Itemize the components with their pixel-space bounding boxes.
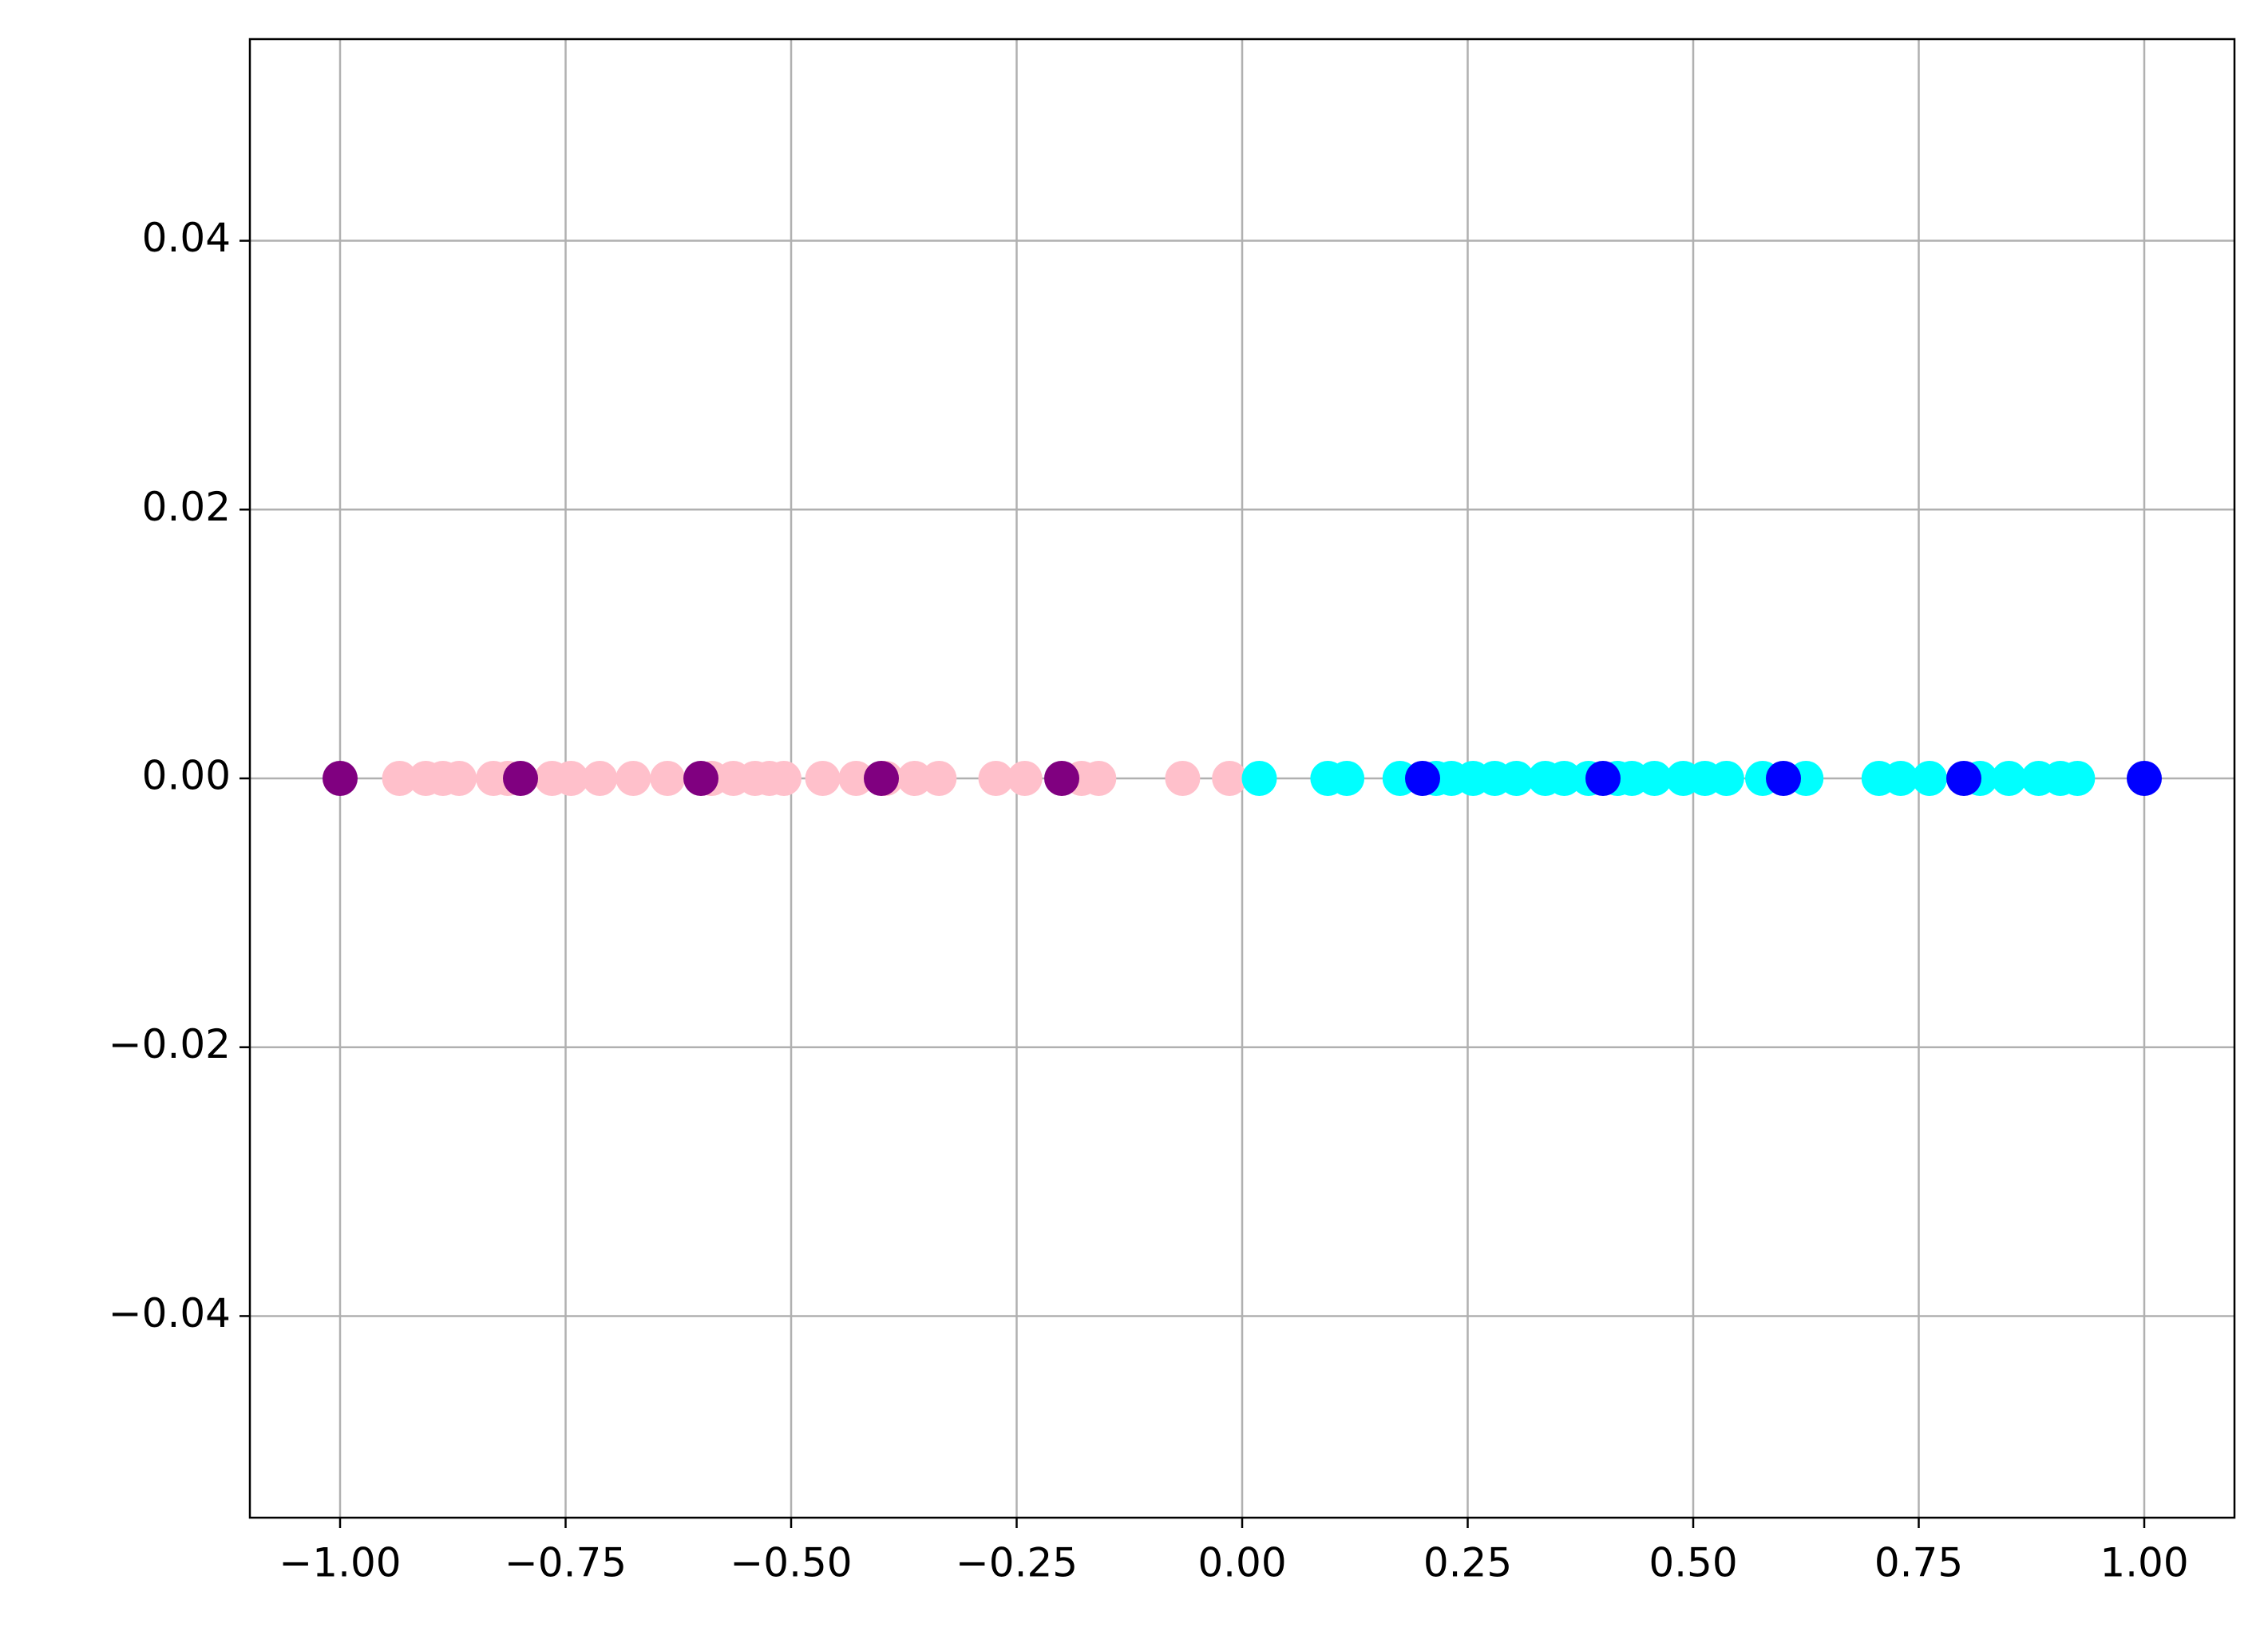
plot-frame — [248, 38, 2236, 1519]
point — [921, 761, 957, 796]
point — [441, 761, 477, 796]
point — [1165, 761, 1201, 796]
point — [1708, 761, 1744, 796]
point — [1585, 761, 1621, 796]
point — [1241, 761, 1277, 796]
point — [2060, 761, 2096, 796]
point — [683, 761, 718, 796]
x-tick-label: −0.25 — [956, 1540, 1078, 1586]
point — [582, 761, 618, 796]
point — [1405, 761, 1440, 796]
x-tick-label: 0.75 — [1874, 1540, 1963, 1586]
point — [864, 761, 899, 796]
point — [978, 761, 1014, 796]
y-tick-label: 0.00 — [142, 753, 231, 799]
x-tick-label: −1.00 — [279, 1540, 401, 1586]
point — [1991, 761, 2027, 796]
y-tick-label: 0.04 — [142, 215, 231, 261]
point — [1912, 761, 1948, 796]
point — [615, 761, 651, 796]
point — [1637, 761, 1672, 796]
point — [650, 761, 686, 796]
point — [838, 761, 874, 796]
x-tick-label: −0.50 — [730, 1540, 852, 1586]
x-tick-label: 1.00 — [2100, 1540, 2188, 1586]
x-tick-label: 0.25 — [1423, 1540, 1512, 1586]
point — [1329, 761, 1365, 796]
point — [1946, 761, 1981, 796]
point — [1766, 761, 1801, 796]
point — [503, 761, 538, 796]
point — [1044, 761, 1079, 796]
point — [323, 761, 358, 796]
point — [1007, 761, 1043, 796]
y-tick-label: 0.02 — [142, 484, 231, 530]
x-tick-label: 0.00 — [1197, 1540, 1286, 1586]
point — [1212, 761, 1248, 796]
point — [805, 761, 841, 796]
point — [1081, 761, 1117, 796]
y-tick-label: −0.02 — [109, 1021, 231, 1067]
point — [382, 761, 418, 796]
point — [1882, 761, 1918, 796]
point — [1498, 761, 1534, 796]
point — [2127, 761, 2162, 796]
point — [897, 761, 932, 796]
point — [1546, 761, 1582, 796]
x-tick-label: 0.50 — [1649, 1540, 1737, 1586]
point — [553, 761, 589, 796]
point — [766, 761, 802, 796]
y-tick-label: −0.04 — [109, 1290, 231, 1336]
x-tick-label: −0.75 — [505, 1540, 627, 1586]
